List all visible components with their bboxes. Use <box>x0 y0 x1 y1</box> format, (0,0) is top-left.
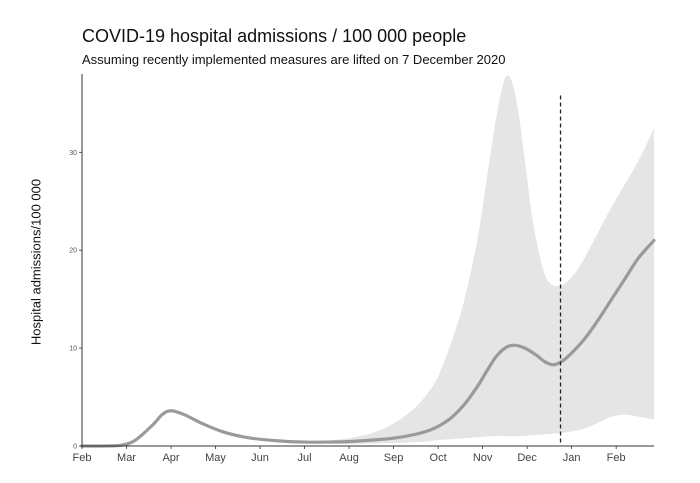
x-tick-label: Feb <box>73 452 92 464</box>
x-tick-label: Mar <box>117 452 136 464</box>
x-tick-label: Jan <box>563 452 581 464</box>
confidence-band <box>82 75 654 447</box>
x-tick-label: Feb <box>607 452 626 464</box>
x-tick-label: Jun <box>251 452 269 464</box>
chart-title: COVID-19 hospital admissions / 100 000 p… <box>82 26 467 46</box>
y-tick-label: 20 <box>69 248 77 255</box>
x-tick-label: May <box>205 452 226 464</box>
x-tick-label: Oct <box>430 452 447 464</box>
y-tick-label: 30 <box>69 150 77 157</box>
y-tick-label: 0 <box>73 444 77 451</box>
x-tick-label: Sep <box>384 452 404 464</box>
median-line <box>80 238 656 448</box>
chart-subtitle: Assuming recently implemented measures a… <box>82 52 506 67</box>
y-tick-label: 10 <box>69 346 77 353</box>
x-tick-label: Dec <box>517 452 537 464</box>
x-tick-label: Aug <box>339 452 359 464</box>
x-tick-label: Nov <box>473 452 493 464</box>
x-tick-label: Apr <box>162 452 179 464</box>
x-tick-label: Jul <box>298 452 312 464</box>
